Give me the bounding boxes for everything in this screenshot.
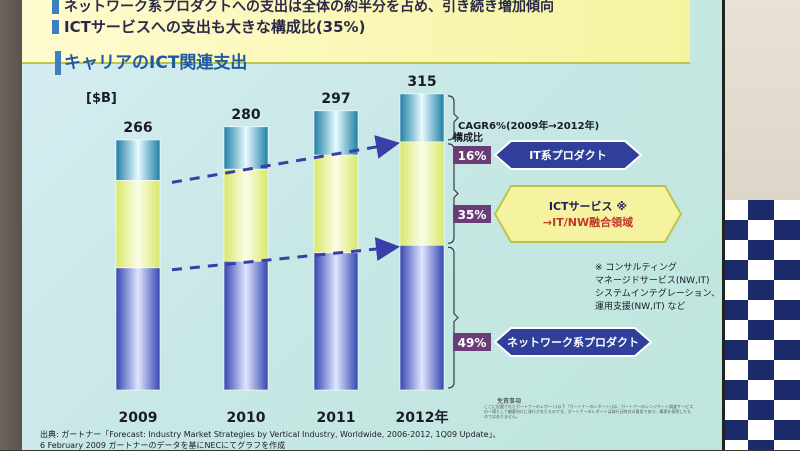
bar-segment-services (115, 180, 161, 269)
bar-segment-it (223, 126, 269, 170)
bar-segment-services (223, 168, 269, 262)
cagr-label: CAGR6%(2009年→2012年) (458, 119, 599, 132)
nec-logo-tile (722, 260, 748, 280)
share-pct-label: 49% (458, 336, 487, 350)
header-line-2: ICTサービスへの支出も大きな構成比(35%) (64, 18, 366, 36)
share-pct-box (453, 333, 491, 351)
bar-segment-it (399, 93, 445, 143)
bar-segment-it (115, 139, 161, 181)
bar-segment-network (313, 252, 359, 391)
x-tick-label: 2009 (119, 410, 158, 426)
nec-logo-tile (748, 280, 774, 300)
nec-logo-tile (722, 380, 748, 400)
segment-callout-label: IT系プロダクト (529, 148, 607, 162)
share-header: 構成比 (453, 131, 483, 144)
nec-logo-tile (774, 420, 800, 440)
header-band (22, 0, 690, 64)
share-pct-label: 35% (458, 208, 487, 222)
x-tick-label: 2011 (317, 410, 356, 426)
trend-arrow (171, 237, 400, 272)
bar-total-label: 315 (407, 74, 436, 90)
segment-callout-sublabel: →IT/NW融合領域 (543, 215, 633, 229)
footnote-line: 運用支援(NW,IT) など (595, 302, 686, 312)
nec-logo-tile (774, 380, 800, 400)
segment-bracket (447, 143, 459, 244)
segment-bracket (447, 246, 459, 389)
footnote-line: マネージドサービス(NW,IT) (595, 276, 710, 286)
nec-logo-tile (774, 220, 800, 240)
disclaimer-body: ここに記載されたガートナーのレポート(以下「ガートナーのレポート」)は、ガートナ… (484, 404, 694, 419)
header-line-1: ネットワーク系プロダクトへの支出は全体の約半分を占め、引き続き増加傾向 (64, 0, 554, 15)
nec-logo-tile (748, 400, 774, 420)
nec-logo-tile (748, 320, 774, 340)
segment-callout (493, 327, 653, 357)
bar-total-label: 297 (321, 91, 350, 107)
nec-logo-tile (722, 300, 748, 320)
nec-logo-tile (722, 220, 748, 240)
bar-segment-network (223, 260, 269, 391)
bar-total-label: 280 (231, 107, 260, 123)
share-pct-label: 16% (458, 149, 487, 163)
disclaimer-title: 免責事項 (497, 398, 522, 405)
footnote-line: システムインテグレーション、 (595, 289, 721, 299)
section-title: キャリアのICT関連支出 (64, 53, 248, 73)
header-bullet-1 (52, 0, 59, 14)
nec-logo-tile (748, 200, 774, 220)
bar-segment-network (399, 244, 445, 391)
y-unit-label: [$B] (86, 91, 117, 106)
nec-logo-tile (748, 240, 774, 260)
trend-arrow (171, 135, 400, 184)
bar-segment-services (399, 141, 445, 246)
segment-callout-label: ネットワーク系プロダクト (507, 335, 639, 349)
bar-segment-network (115, 267, 161, 391)
nec-logo-tile (722, 340, 748, 360)
segment-callout-label: ICTサービス ※ (549, 199, 627, 213)
x-tick-label: 2010 (227, 410, 266, 426)
nec-logo-tile (748, 360, 774, 380)
share-pct-box (453, 146, 491, 164)
bar-segment-services (313, 154, 359, 254)
footnote-line: ※ コンサルティング (595, 263, 677, 273)
header-bullet-2 (52, 20, 59, 34)
x-tick-label: 2012年 (396, 409, 449, 426)
nec-logo-tile (722, 420, 748, 440)
nec-logo-tile (774, 260, 800, 280)
segment-callout (493, 140, 643, 170)
source-line-1: 出典: ガートナー「Forecast: Industry Market Stra… (40, 430, 501, 439)
nec-logo-tile (774, 300, 800, 320)
segment-bracket (447, 95, 459, 141)
segment-callout (493, 185, 683, 243)
bar-segment-it (313, 110, 359, 156)
share-pct-box (453, 205, 491, 223)
nec-logo-tile (748, 440, 774, 450)
section-bullet (55, 51, 61, 75)
nec-logo-tile (774, 340, 800, 360)
bar-total-label: 266 (123, 120, 152, 136)
nec-logo-backdrop (722, 200, 800, 450)
services-footnote: ※ コンサルティング マネージドサービス(NW,IT) システムインテグレーショ… (595, 262, 720, 314)
source-line-2: 6 February 2009 ガートナーのデータを基にNECにてグラフを作成 (40, 441, 286, 450)
